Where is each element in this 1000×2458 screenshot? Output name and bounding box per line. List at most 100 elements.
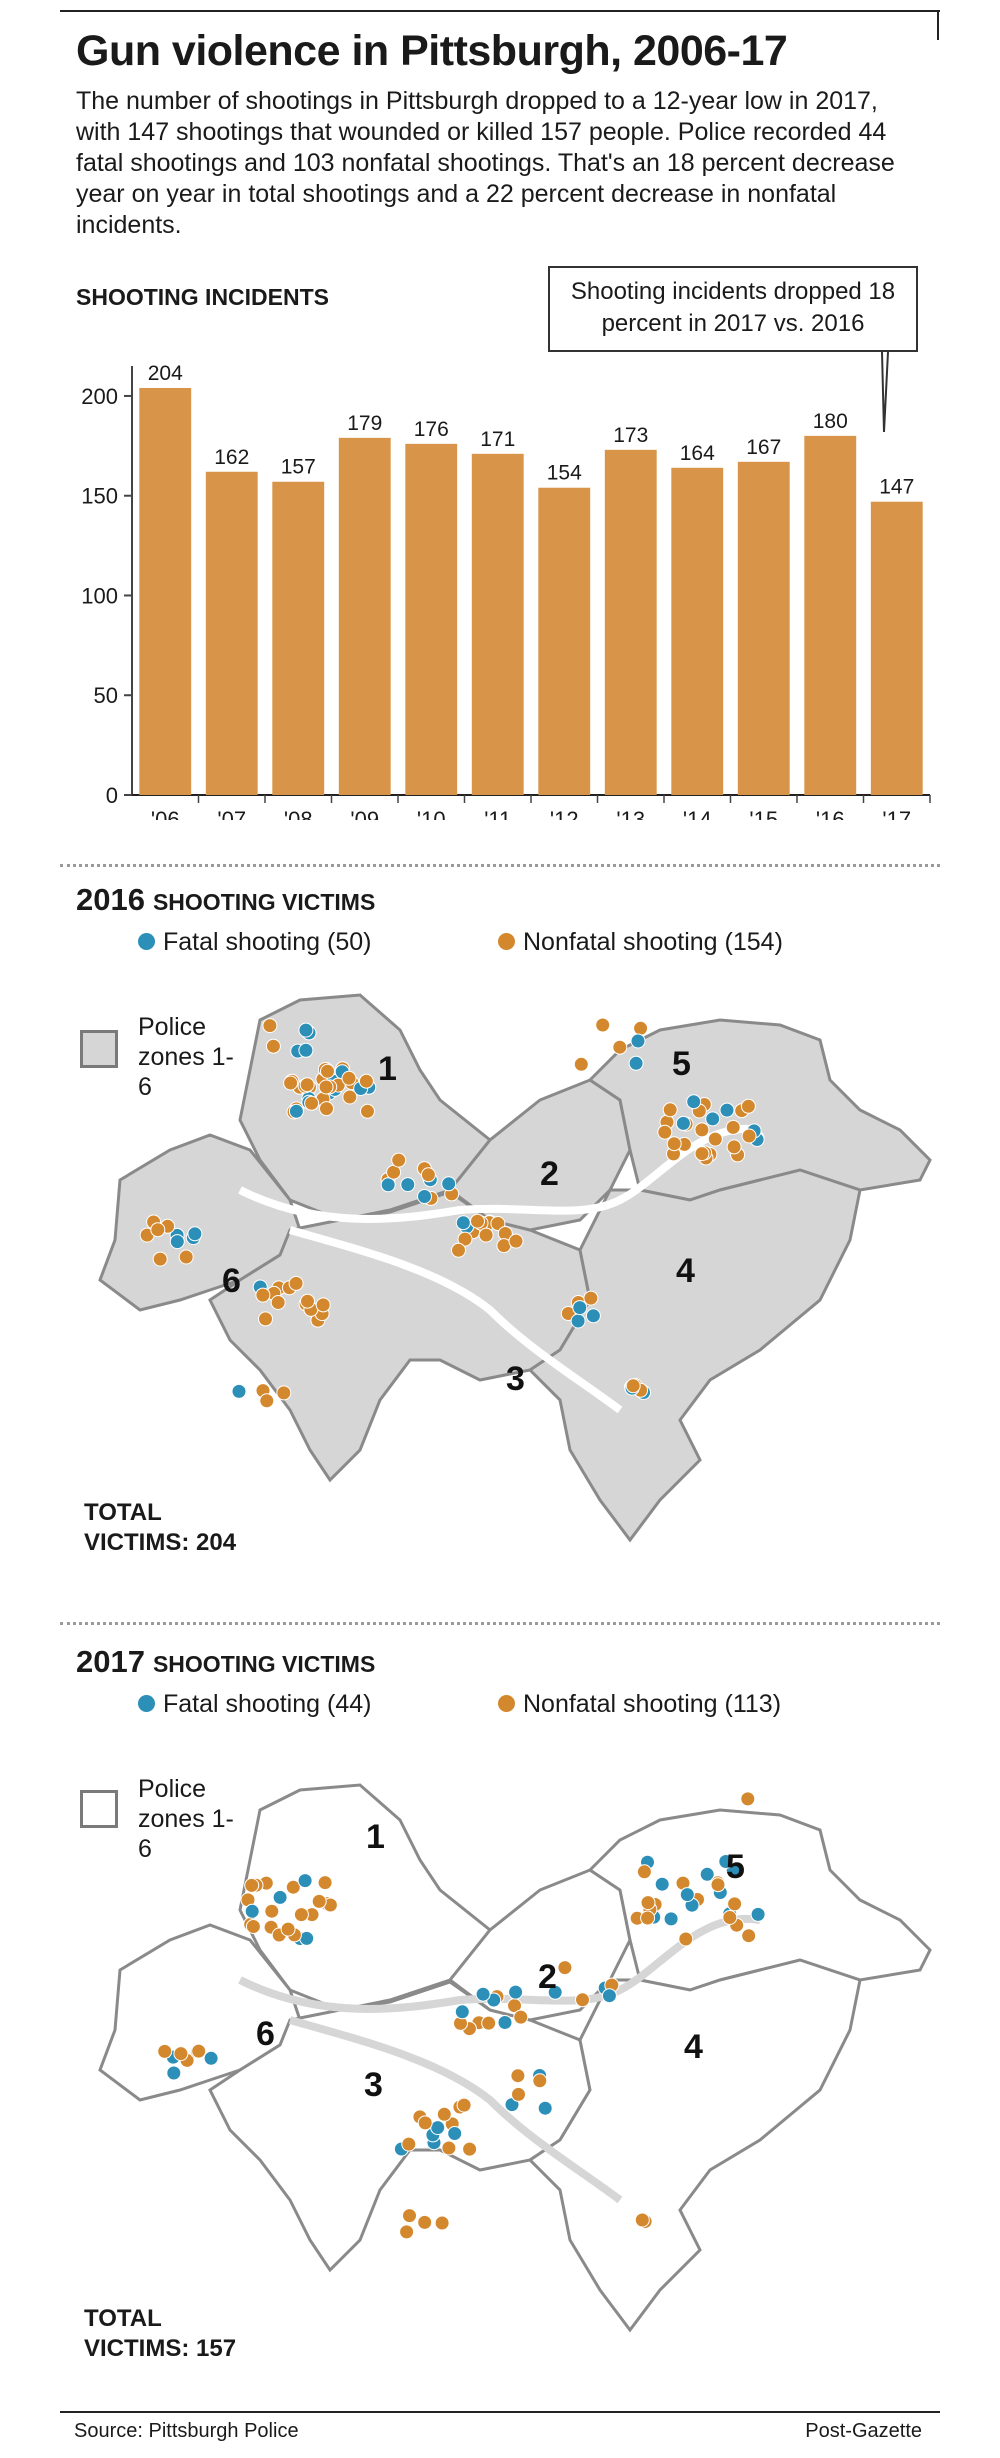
zone-label-2: 2	[538, 1958, 557, 1996]
nonfatal-shooting-dot	[258, 1311, 273, 1327]
nonfatal-shooting-dot	[741, 1928, 757, 1944]
zone-label-3: 3	[506, 1360, 525, 1398]
fatal-shooting-dot	[430, 2120, 446, 2136]
zone-label-5: 5	[672, 1045, 691, 1083]
fatal-shooting-dot	[244, 1903, 260, 1919]
x-tick-label: '15	[749, 807, 778, 820]
bar	[538, 487, 591, 795]
nonfatal-shooting-dot	[740, 1098, 756, 1114]
legend-nonfatal-2017-label: Nonfatal shooting (113)	[523, 1690, 782, 1718]
nonfatal-shooting-dot	[707, 1131, 723, 1147]
total-2016-line2: VICTIMS: 204	[84, 1529, 237, 1556]
map-2016-dots	[139, 1017, 765, 1409]
nonfatal-shooting-dot	[283, 1075, 299, 1091]
nonfatal-shooting-dot	[173, 2046, 189, 2062]
nonfatal-shooting-dot	[657, 1124, 673, 1140]
fatal-shooting-dot	[750, 1906, 766, 1922]
zone-4-area	[527, 1958, 862, 2333]
nonfatal-shooting-dot	[265, 1038, 281, 1054]
zone-label-4: 4	[684, 2028, 703, 2066]
bottom-rule	[60, 2411, 940, 2413]
bar	[804, 435, 857, 795]
nonfatal-dot-icon	[498, 932, 515, 950]
fatal-shooting-dot	[570, 1313, 586, 1329]
nonfatal-shooting-dot	[694, 1146, 710, 1162]
map-2016-subtitle: SHOOTING VICTIMS	[152, 889, 376, 915]
zone-label-4: 4	[676, 1252, 695, 1290]
nonfatal-shooting-dot	[457, 1231, 473, 1247]
nonfatal-shooting-dot	[259, 1393, 275, 1409]
nonfatal-shooting-dot	[456, 2097, 472, 2113]
fatal-shooting-dot	[585, 1308, 601, 1324]
nonfatal-shooting-dot	[280, 1921, 296, 1937]
nonfatal-shooting-dot	[178, 1249, 194, 1265]
nonfatal-shooting-dot	[152, 1251, 168, 1267]
fatal-shooting-dot	[288, 1103, 304, 1119]
fatal-shooting-dot	[654, 1876, 670, 1892]
nonfatal-shooting-dot	[478, 1227, 494, 1243]
map-2017-title: 2017 SHOOTING VICTIMS	[76, 1644, 375, 1680]
nonfatal-shooting-dot	[462, 2141, 478, 2157]
credit-note: Post-Gazette	[805, 2420, 922, 2442]
y-tick-label: 150	[81, 484, 118, 509]
bar-chart: 0 50 100 150 200 204 '06 162 '07 157 '08 179 '09 176 '…	[81, 362, 931, 820]
nonfatal-shooting-dot	[150, 1222, 166, 1238]
nonfatal-shooting-dot	[722, 1910, 738, 1925]
nonfatal-shooting-dot	[262, 1018, 278, 1034]
nonfatal-shooting-dot	[293, 1907, 309, 1923]
total-victims-2016: TOTAL VICTIMS: 204	[84, 1498, 236, 1558]
y-tick-label: 200	[81, 384, 118, 409]
x-tick-label: '06	[151, 807, 180, 820]
nonfatal-shooting-dot	[360, 1103, 375, 1119]
fatal-shooting-dot	[675, 1115, 691, 1131]
nonfatal-shooting-dot	[311, 1893, 327, 1909]
bar-value-label: 157	[281, 456, 316, 479]
fatal-shooting-dot	[447, 2126, 463, 2141]
fatal-shooting-dot	[547, 1984, 563, 2000]
nonfatal-shooting-dot	[726, 1139, 742, 1155]
bar-value-label: 176	[414, 418, 449, 441]
fatal-shooting-dot	[699, 1866, 715, 1882]
callout-text: Shooting incidents dropped 18 percent in…	[570, 278, 896, 337]
bar	[737, 461, 790, 795]
zone-swatch-2017	[80, 1790, 118, 1828]
nonfatal-shooting-dot	[417, 2115, 433, 2131]
nonfatal-shooting-dot	[634, 2212, 650, 2228]
intro-text: The number of shootings in Pittsburgh dr…	[76, 87, 895, 239]
nonfatal-shooting-dot	[662, 1102, 678, 1118]
fatal-shooting-dot	[572, 1300, 588, 1316]
zone-legend-2017: Police zones 1-6	[138, 1775, 234, 1863]
nonfatal-shooting-dot	[399, 2224, 415, 2240]
nonfatal-shooting-dot	[358, 1073, 374, 1089]
x-tick-label: '12	[550, 807, 579, 820]
fatal-shooting-dot	[497, 2015, 513, 2030]
x-tick-label: '09	[350, 807, 379, 820]
nonfatal-shooting-dot	[191, 2043, 207, 2059]
fatal-shooting-dot	[203, 2050, 219, 2066]
nonfatal-shooting-dot	[157, 2043, 173, 2059]
nonfatal-shooting-dot	[625, 1378, 641, 1394]
nonfatal-shooting-dot	[434, 2215, 450, 2231]
bar-value-label: 162	[214, 446, 249, 469]
fatal-shooting-dot	[299, 1930, 315, 1946]
headline: Gun violence in Pittsburgh, 2006-17	[76, 27, 788, 75]
total-2017-line1: TOTAL	[84, 2305, 162, 2332]
bar-value-label: 154	[547, 462, 582, 485]
nonfatal-shooting-dot	[573, 1056, 589, 1072]
nonfatal-shooting-dot	[441, 2140, 457, 2156]
nonfatal-shooting-dot	[299, 1077, 315, 1093]
bar	[272, 481, 325, 795]
nonfatal-shooting-dot	[490, 1216, 506, 1231]
nonfatal-shooting-dot	[612, 1039, 628, 1055]
y-tick-label: 50	[94, 683, 118, 708]
nonfatal-shooting-dot	[575, 1992, 590, 2008]
river-lower	[288, 2016, 623, 2204]
bar	[139, 387, 192, 795]
divider	[60, 864, 940, 867]
bar	[471, 453, 524, 795]
zone-label-1: 1	[378, 1050, 397, 1088]
nonfatal-shooting-dot	[633, 1020, 649, 1036]
x-tick-label: '08	[284, 807, 313, 820]
nonfatal-shooting-dot	[276, 1385, 292, 1401]
fatal-shooting-dot	[187, 1226, 203, 1242]
